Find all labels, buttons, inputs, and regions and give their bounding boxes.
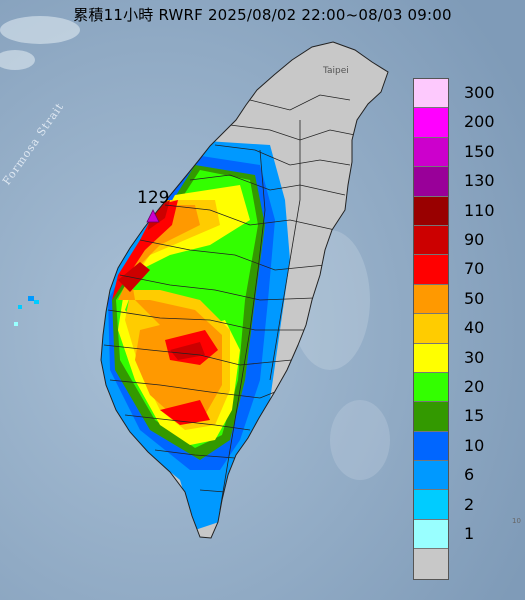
legend-swatch	[414, 284, 448, 315]
legend-label: 40	[464, 318, 485, 338]
legend-swatch	[414, 519, 448, 550]
island-outline	[100, 41, 389, 539]
legend-label: 30	[464, 347, 485, 367]
color-legend	[413, 78, 449, 580]
max-value-marker	[146, 209, 160, 223]
legend-label: 1	[464, 524, 475, 543]
legend-label: 20	[464, 377, 485, 396]
legend-label: 10	[464, 435, 485, 455]
legend-label: 110	[464, 200, 495, 220]
legend-swatch	[414, 402, 448, 432]
map-title: 累積11小時 RWRF 2025/08/02 22:00~08/03 09:00	[73, 6, 452, 24]
max-value-label: 129	[137, 188, 170, 208]
legend-swatch	[414, 461, 448, 491]
legend-label: 150	[464, 141, 495, 161]
legend-label: 200	[464, 112, 495, 132]
offshore-rain	[14, 296, 39, 326]
legend-label: 15	[464, 406, 485, 426]
legend-swatch	[414, 196, 448, 226]
legend-label: 90	[464, 230, 485, 249]
legend-swatch	[414, 343, 448, 373]
corner-mark: 10	[512, 517, 521, 525]
boundary-lines	[103, 94, 356, 511]
legend-label: 6	[464, 465, 475, 485]
legend-swatch	[414, 490, 448, 520]
legend-swatch	[414, 549, 448, 579]
legend-swatch	[414, 167, 448, 197]
legend-label: 50	[464, 288, 485, 308]
legend-swatch	[414, 79, 448, 109]
legend-label: 300	[464, 83, 495, 102]
legend-swatch	[414, 431, 448, 462]
legend-label: 70	[464, 259, 485, 279]
legend-label: 130	[464, 171, 495, 191]
legend-swatch	[414, 372, 448, 403]
legend-swatch	[414, 108, 448, 138]
legend-swatch	[414, 314, 448, 344]
legend-label: 2	[464, 494, 475, 514]
legend-swatch	[414, 255, 448, 285]
legend-swatch	[414, 137, 448, 168]
legend-swatch	[414, 225, 448, 256]
city-label: Taipei	[323, 66, 349, 76]
